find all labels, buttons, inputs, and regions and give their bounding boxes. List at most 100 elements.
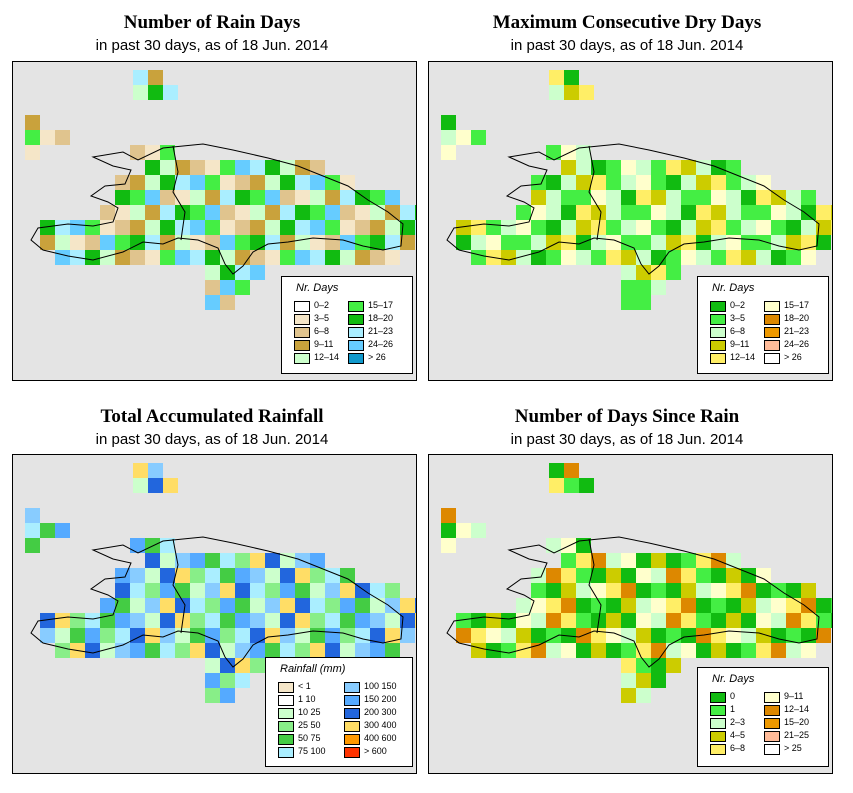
grid-cell	[726, 568, 741, 583]
grid-cell	[55, 250, 70, 265]
grid-cell	[220, 553, 235, 568]
grid-cell	[576, 160, 591, 175]
grid-cell	[651, 613, 666, 628]
grid-cell	[636, 160, 651, 175]
grid-cell	[561, 160, 576, 175]
grid-cell	[651, 205, 666, 220]
grid-cell	[190, 643, 205, 658]
grid-cell	[115, 220, 130, 235]
grid-cell	[756, 628, 771, 643]
grid-cell	[801, 628, 816, 643]
legend-label: > 26	[368, 352, 386, 362]
grid-cell	[606, 250, 621, 265]
grid-cell	[726, 175, 741, 190]
grid-cell	[546, 613, 561, 628]
grid-cell	[696, 568, 711, 583]
grid-cell	[130, 220, 145, 235]
grid-cell	[651, 265, 666, 280]
grid-cell	[711, 598, 726, 613]
grid-cell	[205, 265, 220, 280]
grid-cell	[666, 628, 681, 643]
grid-cell	[801, 220, 816, 235]
legend-label: 24–26	[784, 339, 810, 349]
grid-cell	[636, 175, 651, 190]
grid-cell	[636, 628, 651, 643]
grid-cell	[786, 250, 801, 265]
grid-cell	[220, 235, 235, 250]
grid-cell	[85, 250, 100, 265]
grid-cell	[250, 583, 265, 598]
grid-cell	[696, 583, 711, 598]
grid-cell	[801, 613, 816, 628]
grid-cell	[235, 160, 250, 175]
legend-title: Nr. Days	[296, 282, 339, 294]
grid-cell	[561, 220, 576, 235]
panel-subtitle-rain-days: in past 30 days, as of 18 Jun. 2014	[95, 37, 329, 54]
legend-label: 400 600	[364, 733, 397, 743]
grid-cell	[130, 145, 145, 160]
grid-cell	[295, 175, 310, 190]
legend-label: 9–11	[730, 339, 750, 349]
grid-cell	[340, 220, 355, 235]
grid-cell	[636, 673, 651, 688]
grid-cell	[160, 190, 175, 205]
grid-cell	[651, 643, 666, 658]
grid-cell	[621, 553, 636, 568]
grid-cell	[696, 598, 711, 613]
grid-cell	[160, 613, 175, 628]
legend-swatch	[278, 747, 294, 758]
grid-cell	[771, 628, 786, 643]
grid-cell	[190, 190, 205, 205]
grid-cell	[415, 205, 416, 220]
grid-cell	[801, 235, 816, 250]
grid-cell	[696, 175, 711, 190]
grid-cell	[726, 220, 741, 235]
legend-swatch	[278, 708, 294, 719]
grid-cell	[325, 613, 340, 628]
grid-cell	[280, 250, 295, 265]
grid-cell	[756, 190, 771, 205]
grid-cell	[711, 583, 726, 598]
grid-cell	[340, 568, 355, 583]
grid-cell	[115, 643, 130, 658]
map-grid-rain-days	[25, 70, 416, 310]
legend-label: 1	[730, 704, 736, 714]
grid-cell	[606, 553, 621, 568]
grid-cell	[666, 583, 681, 598]
grid-cell	[190, 220, 205, 235]
grid-cell	[70, 220, 85, 235]
grid-cell	[456, 130, 471, 145]
grid-cell	[621, 190, 636, 205]
grid-cell	[310, 613, 325, 628]
legend-swatch	[764, 327, 780, 338]
grid-cell	[666, 643, 681, 658]
grid-cell	[265, 628, 280, 643]
legend-label: 12–14	[784, 704, 810, 714]
grid-cell	[250, 628, 265, 643]
grid-cell	[205, 658, 220, 673]
grid-cell	[666, 658, 681, 673]
grid-cell	[591, 583, 606, 598]
legend-label: 2–3	[730, 717, 746, 727]
legend-swatch	[294, 327, 310, 338]
grid-cell	[606, 583, 621, 598]
grid-cell	[576, 175, 591, 190]
legend-swatch	[710, 692, 726, 703]
grid-cell	[100, 205, 115, 220]
grid-cell	[370, 598, 385, 613]
legend-label: < 1	[298, 681, 311, 691]
grid-cell	[606, 568, 621, 583]
grid-cell	[579, 478, 594, 493]
grid-cell	[130, 583, 145, 598]
grid-cell	[486, 628, 501, 643]
grid-cell	[220, 295, 235, 310]
legend-swatch	[710, 718, 726, 729]
grid-cell	[771, 613, 786, 628]
legend-label: 3–5	[314, 313, 330, 323]
grid-cell	[786, 598, 801, 613]
grid-cell	[831, 613, 832, 628]
grid-cell	[516, 205, 531, 220]
grid-cell	[546, 568, 561, 583]
panel-subtitle-dry-days: in past 30 days, as of 18 Jun. 2014	[510, 37, 744, 54]
legend-label: 10 25	[298, 707, 321, 717]
